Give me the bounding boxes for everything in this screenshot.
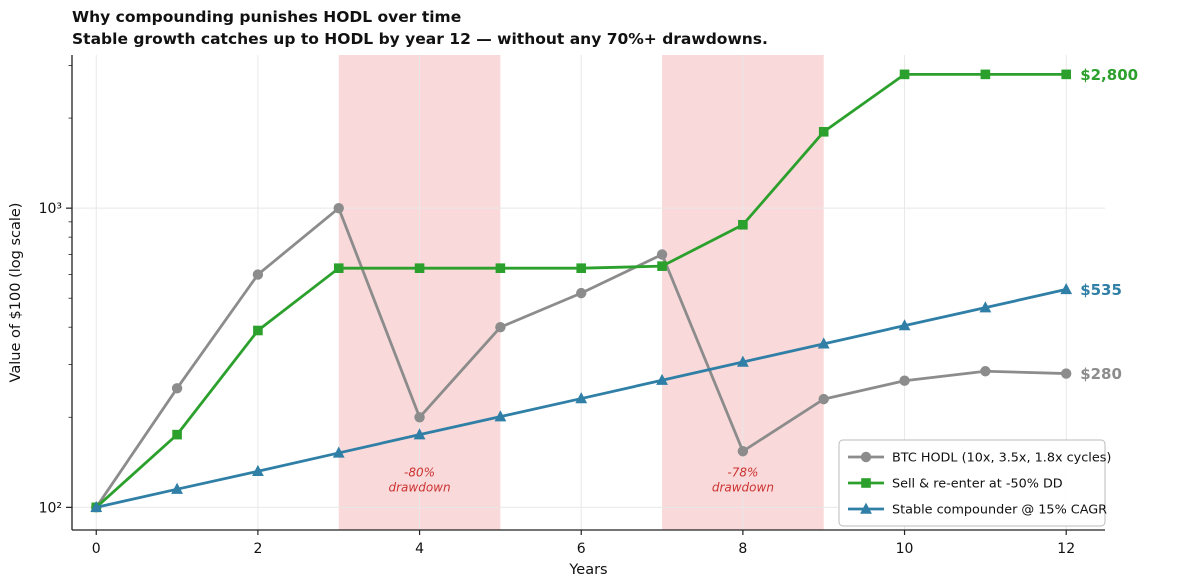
drawdown-annotation: drawdown (389, 480, 451, 494)
x-axis-label: Years (568, 562, 607, 578)
data-point-marker (656, 249, 668, 260)
data-point-marker (1061, 368, 1072, 379)
data-point-marker (1061, 69, 1072, 80)
data-point-marker (979, 301, 992, 313)
data-point-marker (90, 500, 103, 513)
x-tick-label: 6 (577, 541, 586, 557)
legend-label: Sell & re-enter at -50% DD (892, 477, 1063, 492)
data-point-marker (657, 261, 667, 271)
data-point-marker (860, 502, 872, 514)
chart-subtitle: Stable growth catches up to HODL by year… (72, 30, 768, 48)
drawdown-annotation: drawdown (712, 480, 774, 494)
x-tick-label: 2 (253, 541, 262, 557)
data-point-marker (495, 322, 506, 333)
data-point-marker (737, 446, 749, 457)
y-tick-label: 10² (39, 500, 62, 516)
data-point-marker (576, 263, 587, 273)
legend-label: Stable compounder @ 15% CAGR (892, 503, 1107, 518)
data-point-marker (495, 263, 506, 273)
data-point-marker (818, 126, 829, 137)
data-point-marker (413, 428, 426, 440)
data-point-marker (861, 478, 871, 488)
data-point-marker (576, 287, 587, 299)
data-point-marker (656, 373, 668, 385)
data-point-marker (898, 319, 911, 331)
data-point-marker (171, 482, 183, 494)
data-point-marker (414, 263, 425, 273)
data-point-marker (817, 337, 830, 349)
legend-label: BTC HODL (10x, 3.5x, 1.8x cycles) (892, 451, 1111, 466)
data-point-marker (414, 412, 425, 423)
chart-titles: Why compounding punishes HODL over time … (72, 6, 768, 50)
data-point-marker (736, 355, 749, 367)
data-point-marker (738, 219, 748, 230)
data-point-marker (818, 393, 829, 405)
legend: BTC HODL (10x, 3.5x, 1.8x cycles) Sell & … (838, 439, 1111, 527)
y-axis-label: Value of $100 (log scale) (8, 203, 24, 383)
chart-title: Why compounding punishes HODL over time (72, 8, 462, 26)
data-point-marker (252, 464, 264, 476)
x-tick-label: 4 (415, 541, 424, 557)
data-point-marker (252, 269, 264, 280)
series-end-label: $2,800 (1080, 66, 1138, 84)
data-point-marker (333, 263, 344, 273)
data-point-marker (980, 69, 991, 80)
data-point-marker (494, 410, 507, 422)
legend-box (838, 439, 1106, 527)
x-tick-label: 0 (92, 541, 101, 557)
x-tick-label: 12 (1057, 541, 1075, 557)
y-tick-label: 10³ (39, 201, 62, 217)
data-point-marker (332, 446, 345, 458)
data-point-marker (899, 375, 910, 386)
series-end-label: $535 (1080, 281, 1122, 299)
data-point-marker (860, 451, 872, 463)
data-point-marker (575, 392, 588, 404)
data-point-marker (172, 429, 182, 440)
x-tick-label: 10 (896, 541, 914, 557)
data-point-marker (899, 69, 910, 80)
x-tick-label: 8 (738, 541, 747, 557)
data-point-marker (171, 383, 183, 394)
data-point-marker (333, 202, 344, 214)
series-end-label: $280 (1080, 365, 1122, 383)
data-point-marker (253, 325, 263, 336)
data-point-marker (980, 366, 991, 377)
drawdown-annotation: -80% (404, 465, 435, 479)
drawdown-annotation: -78% (727, 465, 758, 479)
data-point-marker (1060, 283, 1073, 295)
